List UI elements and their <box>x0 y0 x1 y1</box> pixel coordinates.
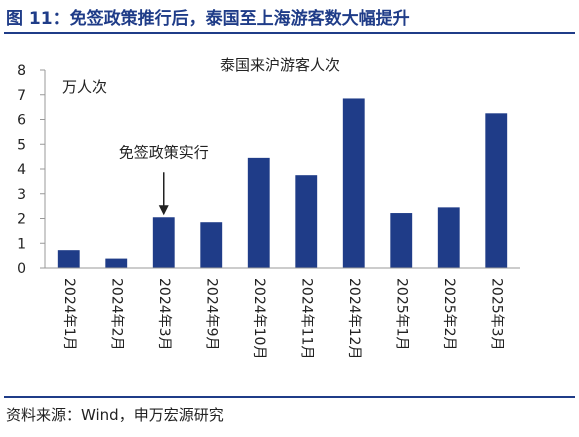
y-tick-label: 0 <box>17 261 26 277</box>
x-tick-label: 2024年11月 <box>298 278 314 359</box>
bar <box>342 98 365 269</box>
x-tick-label: 2024年9月 <box>203 278 219 351</box>
y-tick-label: 6 <box>17 113 26 129</box>
y-tick-label: 4 <box>17 162 26 178</box>
y-tick-label: 3 <box>17 187 26 203</box>
bars <box>57 98 508 269</box>
y-tick-label: 1 <box>17 236 26 252</box>
annotation-text: 免签政策实行 <box>119 143 209 161</box>
x-tick-label: 2025年3月 <box>488 278 504 351</box>
x-tick-label: 2025年2月 <box>441 278 457 351</box>
x-tick-label: 2024年1月 <box>61 278 77 351</box>
bar <box>200 222 223 268</box>
annotation-arrowhead <box>158 205 169 216</box>
source-rule <box>4 396 575 398</box>
x-tick-label: 2024年2月 <box>108 278 124 351</box>
x-tick-label: 2025年1月 <box>393 278 409 351</box>
bar <box>247 157 270 268</box>
unit-label: 万人次 <box>62 78 107 96</box>
x-axis: 2024年1月 2024年2月 2024年3月 2024年9月 2024年10月 2024… <box>45 267 520 359</box>
title-rule <box>4 32 575 34</box>
chart-title: 泰国来沪游客人次 <box>220 56 340 74</box>
x-tick-label: 2024年3月 <box>156 278 172 351</box>
bar <box>152 217 175 268</box>
bar <box>105 258 128 268</box>
source-note: 资料来源：Wind，申万宏源研究 <box>6 406 224 424</box>
y-tick-label: 7 <box>17 88 26 104</box>
x-tick-label: 2024年12月 <box>346 278 362 359</box>
y-tick-label: 2 <box>17 212 26 228</box>
bar <box>390 213 413 268</box>
bar <box>57 250 80 268</box>
y-axis: 0 1 2 3 4 5 6 7 8 <box>17 63 46 277</box>
y-tick-label: 5 <box>17 137 26 153</box>
y-tick-label: 8 <box>17 63 26 79</box>
bar <box>295 175 318 268</box>
x-tick-label: 2024年10月 <box>251 278 267 359</box>
figure-title: 图 11：免签政策推行后，泰国至上海游客数大幅提升 <box>6 9 410 29</box>
policy-annotation: 免签政策实行 <box>119 143 209 216</box>
bar <box>485 113 508 268</box>
bar <box>437 207 460 268</box>
